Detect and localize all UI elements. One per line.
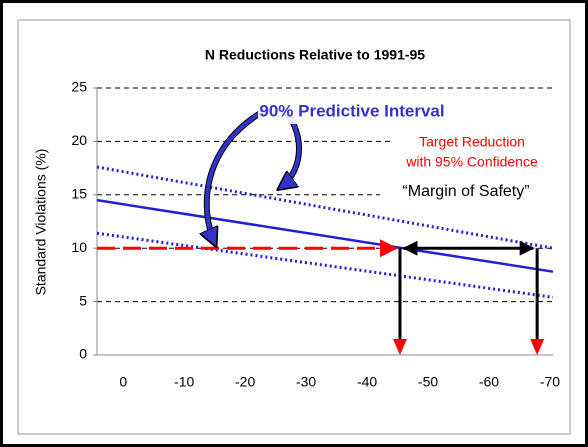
y-tick-label: 0	[79, 346, 87, 362]
x-tick-label: 0	[119, 374, 127, 390]
x-tick-label: -40	[357, 374, 377, 390]
series-line	[96, 198, 554, 273]
drop-arrowhead	[392, 339, 407, 355]
plot-area: 0 5 10 15 20 25 0 -10 -20 -30 -40 -50 -60 -70	[71, 79, 560, 390]
x-tick-label: -70	[540, 374, 560, 390]
label-bg	[390, 132, 556, 174]
series-line	[96, 165, 554, 250]
series-line	[96, 231, 554, 299]
y-tick-label: 15	[71, 186, 87, 202]
y-tick-label: 25	[71, 79, 87, 95]
x-tick-label: -30	[296, 374, 316, 390]
x-tick-label: -20	[235, 374, 255, 390]
target-label: with 95% Confidence	[405, 154, 538, 170]
label-bg	[258, 100, 448, 124]
y-tick-label: 5	[79, 292, 87, 308]
curved-arrow	[207, 110, 264, 244]
label-bg	[380, 180, 556, 204]
y-axis-label: Standard Violations (%)	[33, 149, 49, 296]
y-tick-label: 10	[71, 239, 87, 255]
x-tick-label: -10	[174, 374, 194, 390]
x-tick-label: -60	[479, 374, 499, 390]
y-tick-label: 20	[71, 132, 87, 148]
drop-arrowhead	[530, 339, 545, 355]
interval-label: 90% Predictive Interval	[259, 101, 444, 120]
chart-title: N Reductions Relative to 1991-95	[205, 47, 425, 63]
x-tick-label: -50	[418, 374, 438, 390]
chart-frame	[17, 19, 571, 435]
target-label: Target Reduction	[419, 134, 525, 150]
margin-label: “Margin of Safety”	[402, 183, 529, 200]
